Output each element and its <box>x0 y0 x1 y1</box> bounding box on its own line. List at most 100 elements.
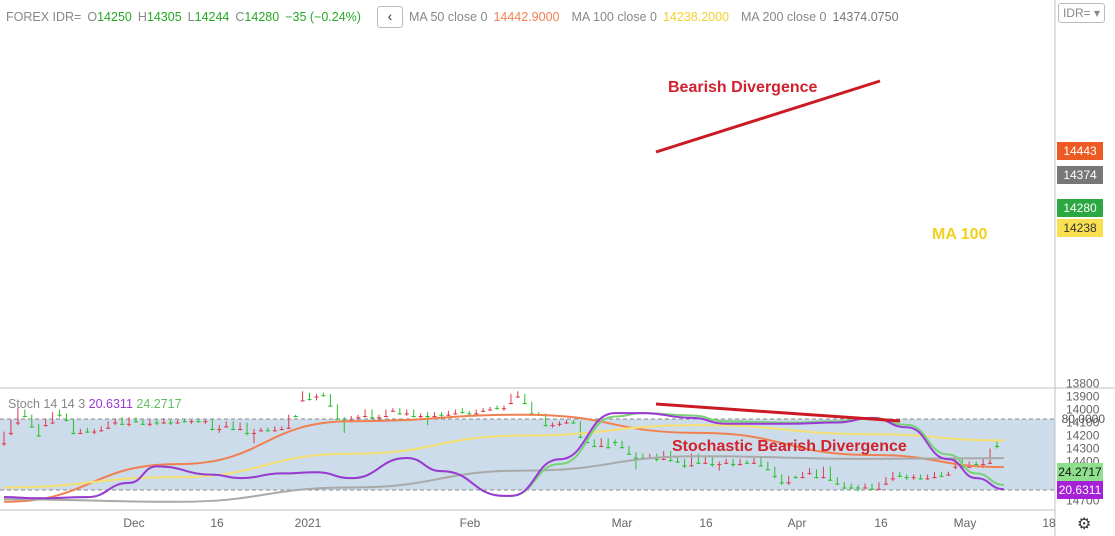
stoch-divergence-line <box>655 402 901 423</box>
currency-button[interactable]: IDR= ▾ <box>1057 3 1105 23</box>
candle-body <box>439 414 444 416</box>
candle-body <box>272 430 277 432</box>
y-tick-label: 13900 <box>1066 390 1100 404</box>
ma50-line <box>3 413 1004 503</box>
candle <box>869 483 875 491</box>
candle-body <box>918 478 923 480</box>
candle-body <box>508 403 513 404</box>
candle-body <box>446 414 451 416</box>
candle <box>390 408 395 413</box>
candle <box>85 427 90 433</box>
candle-body <box>217 429 222 430</box>
candle-body <box>36 435 41 437</box>
candle <box>946 471 951 476</box>
candle-body <box>967 466 972 468</box>
candle <box>814 469 819 479</box>
header-bar: FOREX IDR= O14250 H14305 L14244 C14280 −… <box>6 6 905 28</box>
candle-body <box>717 464 722 466</box>
candle-body <box>224 426 229 428</box>
candle-body <box>43 425 48 427</box>
candle-body <box>258 430 264 432</box>
candle-body <box>161 422 166 424</box>
candle-body <box>467 413 472 415</box>
x-tick-label: 2021 <box>295 516 322 530</box>
candle-body <box>119 423 125 425</box>
candle-body <box>703 462 708 464</box>
candle-body <box>592 445 597 447</box>
candle-body <box>737 464 743 466</box>
candle-body <box>154 422 159 424</box>
candle <box>196 418 201 423</box>
y-tick-label: 13800 <box>1066 377 1100 391</box>
candle-body <box>432 416 437 417</box>
candle-body <box>564 422 569 424</box>
candle-body <box>460 412 465 414</box>
candle-body <box>390 410 395 412</box>
candle <box>265 427 270 432</box>
candle <box>99 426 104 432</box>
collapse-button[interactable]: ‹ <box>376 6 403 28</box>
candle-body <box>890 478 895 480</box>
candle-body <box>543 425 548 427</box>
candle <box>481 408 486 413</box>
candle-body <box>196 421 201 423</box>
candle-body <box>356 417 361 419</box>
candle <box>161 418 166 424</box>
candle <box>397 408 402 415</box>
candle <box>467 410 472 415</box>
candle <box>918 474 923 480</box>
candle <box>911 474 916 480</box>
candle-body <box>869 488 875 490</box>
candle <box>78 429 83 435</box>
stoch-upper-value: 80.0000 <box>1061 412 1105 426</box>
candle <box>682 458 687 468</box>
y-tick-label: 14100 <box>1066 416 1100 430</box>
candle <box>64 413 69 422</box>
candle <box>335 404 340 420</box>
chevron-down-icon: ▾ <box>1090 6 1100 20</box>
candle <box>217 425 222 433</box>
candle <box>592 439 597 448</box>
x-tick-label: Mar <box>612 516 633 530</box>
candle-body <box>661 458 666 460</box>
candle-body <box>731 464 736 466</box>
candle <box>703 456 708 465</box>
candle-body <box>626 453 632 455</box>
candle-body <box>300 400 305 402</box>
candle <box>876 482 882 491</box>
candle <box>175 419 180 424</box>
y-tick-label: 14300 <box>1066 442 1100 456</box>
stoch-label: Stoch 14 14 3 <box>8 397 86 411</box>
candle <box>321 392 326 397</box>
candle <box>800 471 805 479</box>
candle <box>710 456 715 467</box>
candle <box>939 471 944 478</box>
candle <box>57 409 62 418</box>
candle-body <box>751 462 757 464</box>
candle-body <box>668 460 673 462</box>
candle-body <box>369 417 375 419</box>
candle-body <box>307 399 312 401</box>
candle <box>557 421 562 427</box>
candle-body <box>953 466 958 468</box>
candle <box>974 461 979 466</box>
candle-body <box>279 429 284 430</box>
candle <box>8 419 14 436</box>
candle-body <box>92 431 97 433</box>
candle <box>856 484 861 492</box>
x-tick-label: Dec <box>123 516 144 530</box>
candle <box>140 419 145 426</box>
candle <box>460 408 465 414</box>
ma200-price-tag: 14374 <box>1057 166 1103 184</box>
candle <box>724 458 729 465</box>
stoch-d-tag: 24.2717 <box>1057 463 1103 481</box>
candle <box>828 466 833 481</box>
candle-body <box>140 423 145 425</box>
candle-body <box>64 419 69 421</box>
candle-body <box>494 408 500 410</box>
candle-body <box>862 487 868 489</box>
ohlc-high: H14305 <box>137 10 182 24</box>
gear-icon[interactable]: ⚙ <box>1077 516 1092 533</box>
candle <box>147 419 152 427</box>
candle-body <box>8 432 14 434</box>
